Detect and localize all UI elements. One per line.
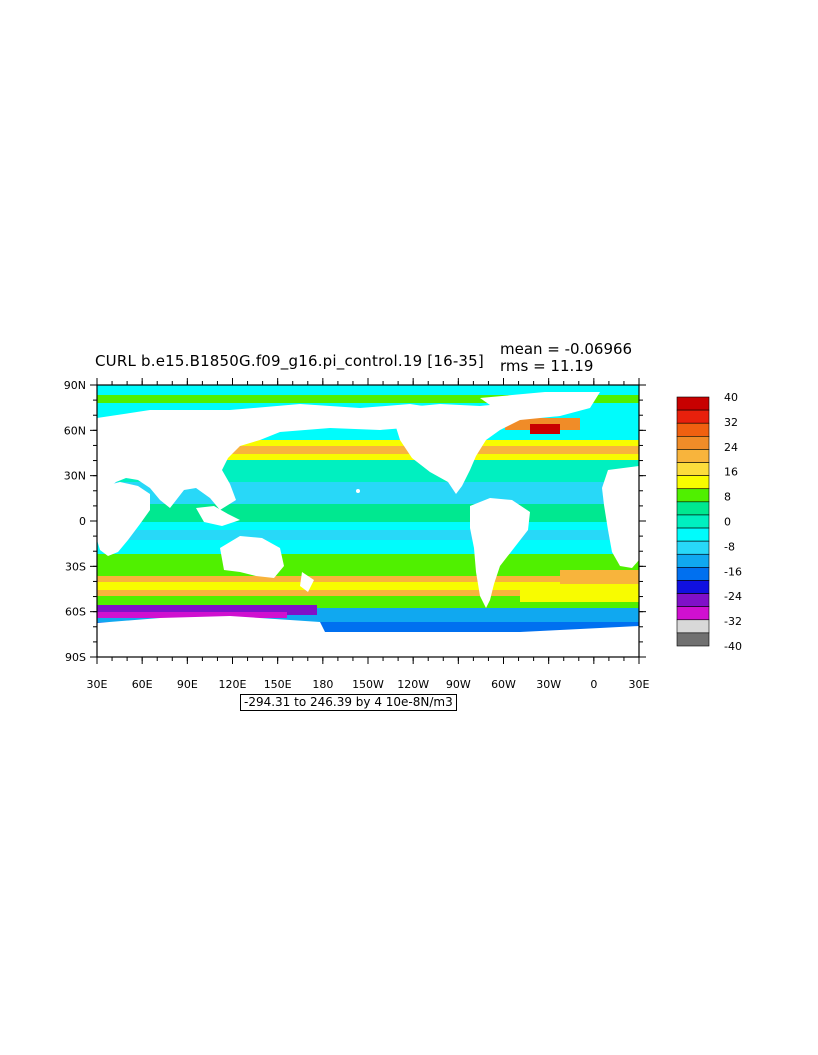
africa bbox=[97, 482, 150, 556]
colorbar-box bbox=[676, 606, 710, 621]
lon-label: 90W bbox=[446, 678, 471, 691]
colorbar-label: -24 bbox=[724, 590, 742, 603]
lon-label: 30E bbox=[87, 678, 108, 691]
colorbar: 40 32 24 16 8 0 -8 -16 -24 -32 -40 bbox=[676, 391, 742, 653]
colorbar-box bbox=[676, 409, 710, 424]
indonesia bbox=[196, 506, 240, 526]
lat-label: 0 bbox=[79, 515, 86, 528]
colorbar-box bbox=[676, 462, 710, 476]
lon-label: 180 bbox=[312, 678, 333, 691]
colorbar-box bbox=[676, 501, 710, 516]
lon-label: 30E bbox=[629, 678, 650, 691]
lon-label: 150W bbox=[352, 678, 384, 691]
colorbar-box bbox=[676, 488, 710, 503]
colorbar-box bbox=[676, 567, 710, 581]
colorbar-box bbox=[676, 396, 710, 411]
colorbar-label: 40 bbox=[724, 391, 738, 404]
lon-label: 30W bbox=[536, 678, 561, 691]
plot-title: CURL b.e15.B1850G.f09_g16.pi_control.19 … bbox=[95, 352, 484, 370]
greenland bbox=[480, 392, 600, 418]
africa-west bbox=[602, 466, 639, 568]
colorbar-box bbox=[676, 619, 710, 634]
colorbar-label: 24 bbox=[724, 441, 738, 454]
colorbar-box bbox=[676, 593, 710, 607]
latitude-axis: 90N 60N 30N 0 30S 60S 90S bbox=[64, 379, 646, 664]
colorbar-box bbox=[676, 514, 710, 529]
colorbar-box bbox=[676, 540, 710, 555]
lon-label: 60W bbox=[491, 678, 516, 691]
rms-value: rms = 11.19 bbox=[500, 357, 594, 375]
colorbar-box bbox=[676, 632, 710, 647]
colorbar-box bbox=[676, 436, 710, 450]
colorbar-label: 0 bbox=[724, 516, 731, 529]
lon-label: 120W bbox=[397, 678, 429, 691]
colorbar-label: -40 bbox=[724, 640, 742, 653]
colorbar-label: 16 bbox=[724, 466, 738, 479]
eurasia bbox=[97, 404, 460, 510]
antarctica bbox=[97, 616, 639, 657]
colorbar-box bbox=[676, 580, 710, 594]
lon-label: 150E bbox=[264, 678, 292, 691]
mean-value: mean = -0.06966 bbox=[500, 340, 633, 358]
colorbar-label: -16 bbox=[724, 565, 742, 578]
colorbar-box bbox=[676, 527, 710, 542]
colorbar-box bbox=[676, 553, 710, 568]
lat-label: 90N bbox=[64, 379, 86, 392]
contour-range-label: -294.31 to 246.39 by 4 10e-8N/m3 bbox=[240, 694, 457, 711]
lat-label: 60N bbox=[64, 424, 86, 437]
lat-label: 30S bbox=[65, 560, 86, 573]
colorbar-label: -8 bbox=[724, 540, 735, 553]
lat-label: 90S bbox=[65, 651, 86, 664]
lon-label: 0 bbox=[590, 678, 597, 691]
north-america bbox=[395, 400, 560, 494]
land-masses bbox=[97, 392, 639, 657]
australia bbox=[220, 536, 284, 578]
colorbar-box bbox=[676, 475, 710, 490]
lon-label: 90E bbox=[177, 678, 198, 691]
lon-label: 120E bbox=[219, 678, 247, 691]
lat-label: 60S bbox=[65, 606, 86, 619]
south-america bbox=[470, 498, 530, 608]
lat-label: 30N bbox=[64, 470, 86, 483]
longitude-axis: 30E 60E 90E 120E 150E 180 150W 120W 90W 60W 30W 0 30… bbox=[87, 378, 650, 691]
lon-label: 60E bbox=[132, 678, 153, 691]
new-zealand bbox=[300, 572, 314, 592]
colorbar-label: 32 bbox=[724, 416, 738, 429]
colorbar-label: 8 bbox=[724, 491, 731, 504]
colorbar-box bbox=[676, 449, 710, 463]
colorbar-label: -32 bbox=[724, 615, 742, 628]
colorbar-box bbox=[676, 422, 710, 437]
